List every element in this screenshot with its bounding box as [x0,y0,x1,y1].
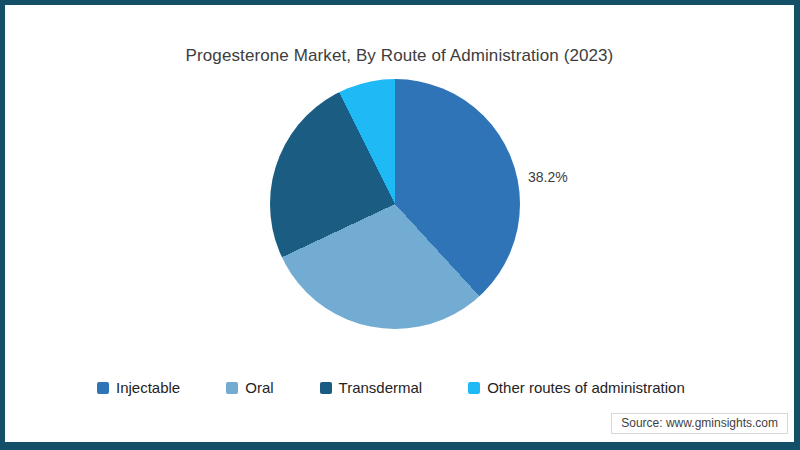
pie-chart[interactable] [270,79,520,329]
source-attribution: Source: www.gminsights.com [611,413,788,434]
legend-item-injectable[interactable]: Injectable [97,379,180,396]
legend-swatch-icon [320,382,332,394]
legend-label: Transdermal [339,379,423,396]
legend-label: Oral [245,379,273,396]
data-label-injectable: 38.2% [528,169,568,185]
chart-title: Progesterone Market, By Route of Adminis… [5,46,794,66]
legend-item-transdermal[interactable]: Transdermal [320,379,423,396]
chart-frame: Progesterone Market, By Route of Adminis… [0,0,800,450]
legend-swatch-icon [97,382,109,394]
legend: Injectable Oral Transdermal Other routes of… [97,379,685,396]
legend-label: Injectable [116,379,180,396]
legend-swatch-icon [468,382,480,394]
legend-item-oral[interactable]: Oral [226,379,273,396]
legend-label: Other routes of administration [487,379,685,396]
source-text: Source: www.gminsights.com [621,416,778,430]
legend-swatch-icon [226,382,238,394]
legend-item-other-routes-of-administration[interactable]: Other routes of administration [468,379,685,396]
